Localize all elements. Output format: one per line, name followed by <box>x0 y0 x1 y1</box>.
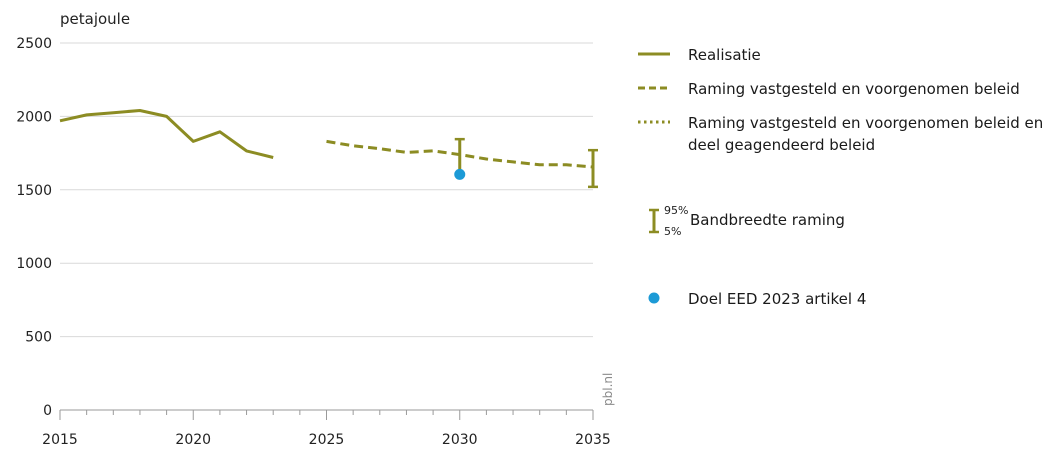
legend-label: Raming vastgesteld en voorgenomen beleid… <box>688 114 1044 154</box>
x-tick-label: 2035 <box>575 432 611 448</box>
band-high-label: 95% <box>664 204 688 217</box>
y-tick-label: 2000 <box>16 109 52 125</box>
legend-item-raming: Raming vastgesteld en voorgenomen beleid <box>638 78 1058 100</box>
legend-item-doel: Doel EED 2023 artikel 4 <box>638 288 1058 310</box>
legend-swatch-target-dot <box>648 292 660 304</box>
legend-label: Raming vastgesteld en voorgenomen beleid <box>688 80 1020 98</box>
y-tick-label: 1500 <box>16 183 52 199</box>
legend-item-raming-geagendeerd: Raming vastgesteld en voorgenomen beleid… <box>638 112 1058 156</box>
legend-label: Bandbreedte raming <box>690 211 845 229</box>
legend-swatch-solid <box>638 52 670 56</box>
series-layer <box>59 109 594 169</box>
x-tick-label: 2020 <box>175 432 211 448</box>
x-tick-label: 2030 <box>442 432 478 448</box>
target-point <box>454 168 466 180</box>
y-tick-label: 2500 <box>16 36 52 52</box>
x-tick-label: 2015 <box>42 432 78 448</box>
legend-label: Realisatie <box>688 46 761 64</box>
legend-item-bandbreedte: 95% 5% Bandbreedte raming <box>638 204 1060 236</box>
band-low-label: 5% <box>664 225 681 236</box>
y-tick-label: 0 <box>43 403 52 419</box>
y-tick-label: 500 <box>25 330 52 346</box>
legend-item-realisatie: Realisatie <box>638 44 1058 66</box>
y-tick-label: 1000 <box>16 256 52 272</box>
marks-layer <box>454 137 598 189</box>
legend-swatch-dotted <box>638 120 670 124</box>
x-tick-label: 2025 <box>309 432 345 448</box>
axes: 0 500 1000 1500 2000 2500 2015 2020 2025 2030 2035 <box>16 36 610 448</box>
grid-lines <box>60 42 593 338</box>
y-axis-unit-label: petajoule <box>60 10 130 28</box>
credit-label: pbl.nl <box>601 373 615 406</box>
series-line-1 <box>59 109 274 159</box>
legend-swatch-dashed <box>638 86 670 90</box>
legend-swatch-error-bar: 95% 5% <box>649 204 688 236</box>
legend-label: Doel EED 2023 artikel 4 <box>688 290 867 308</box>
